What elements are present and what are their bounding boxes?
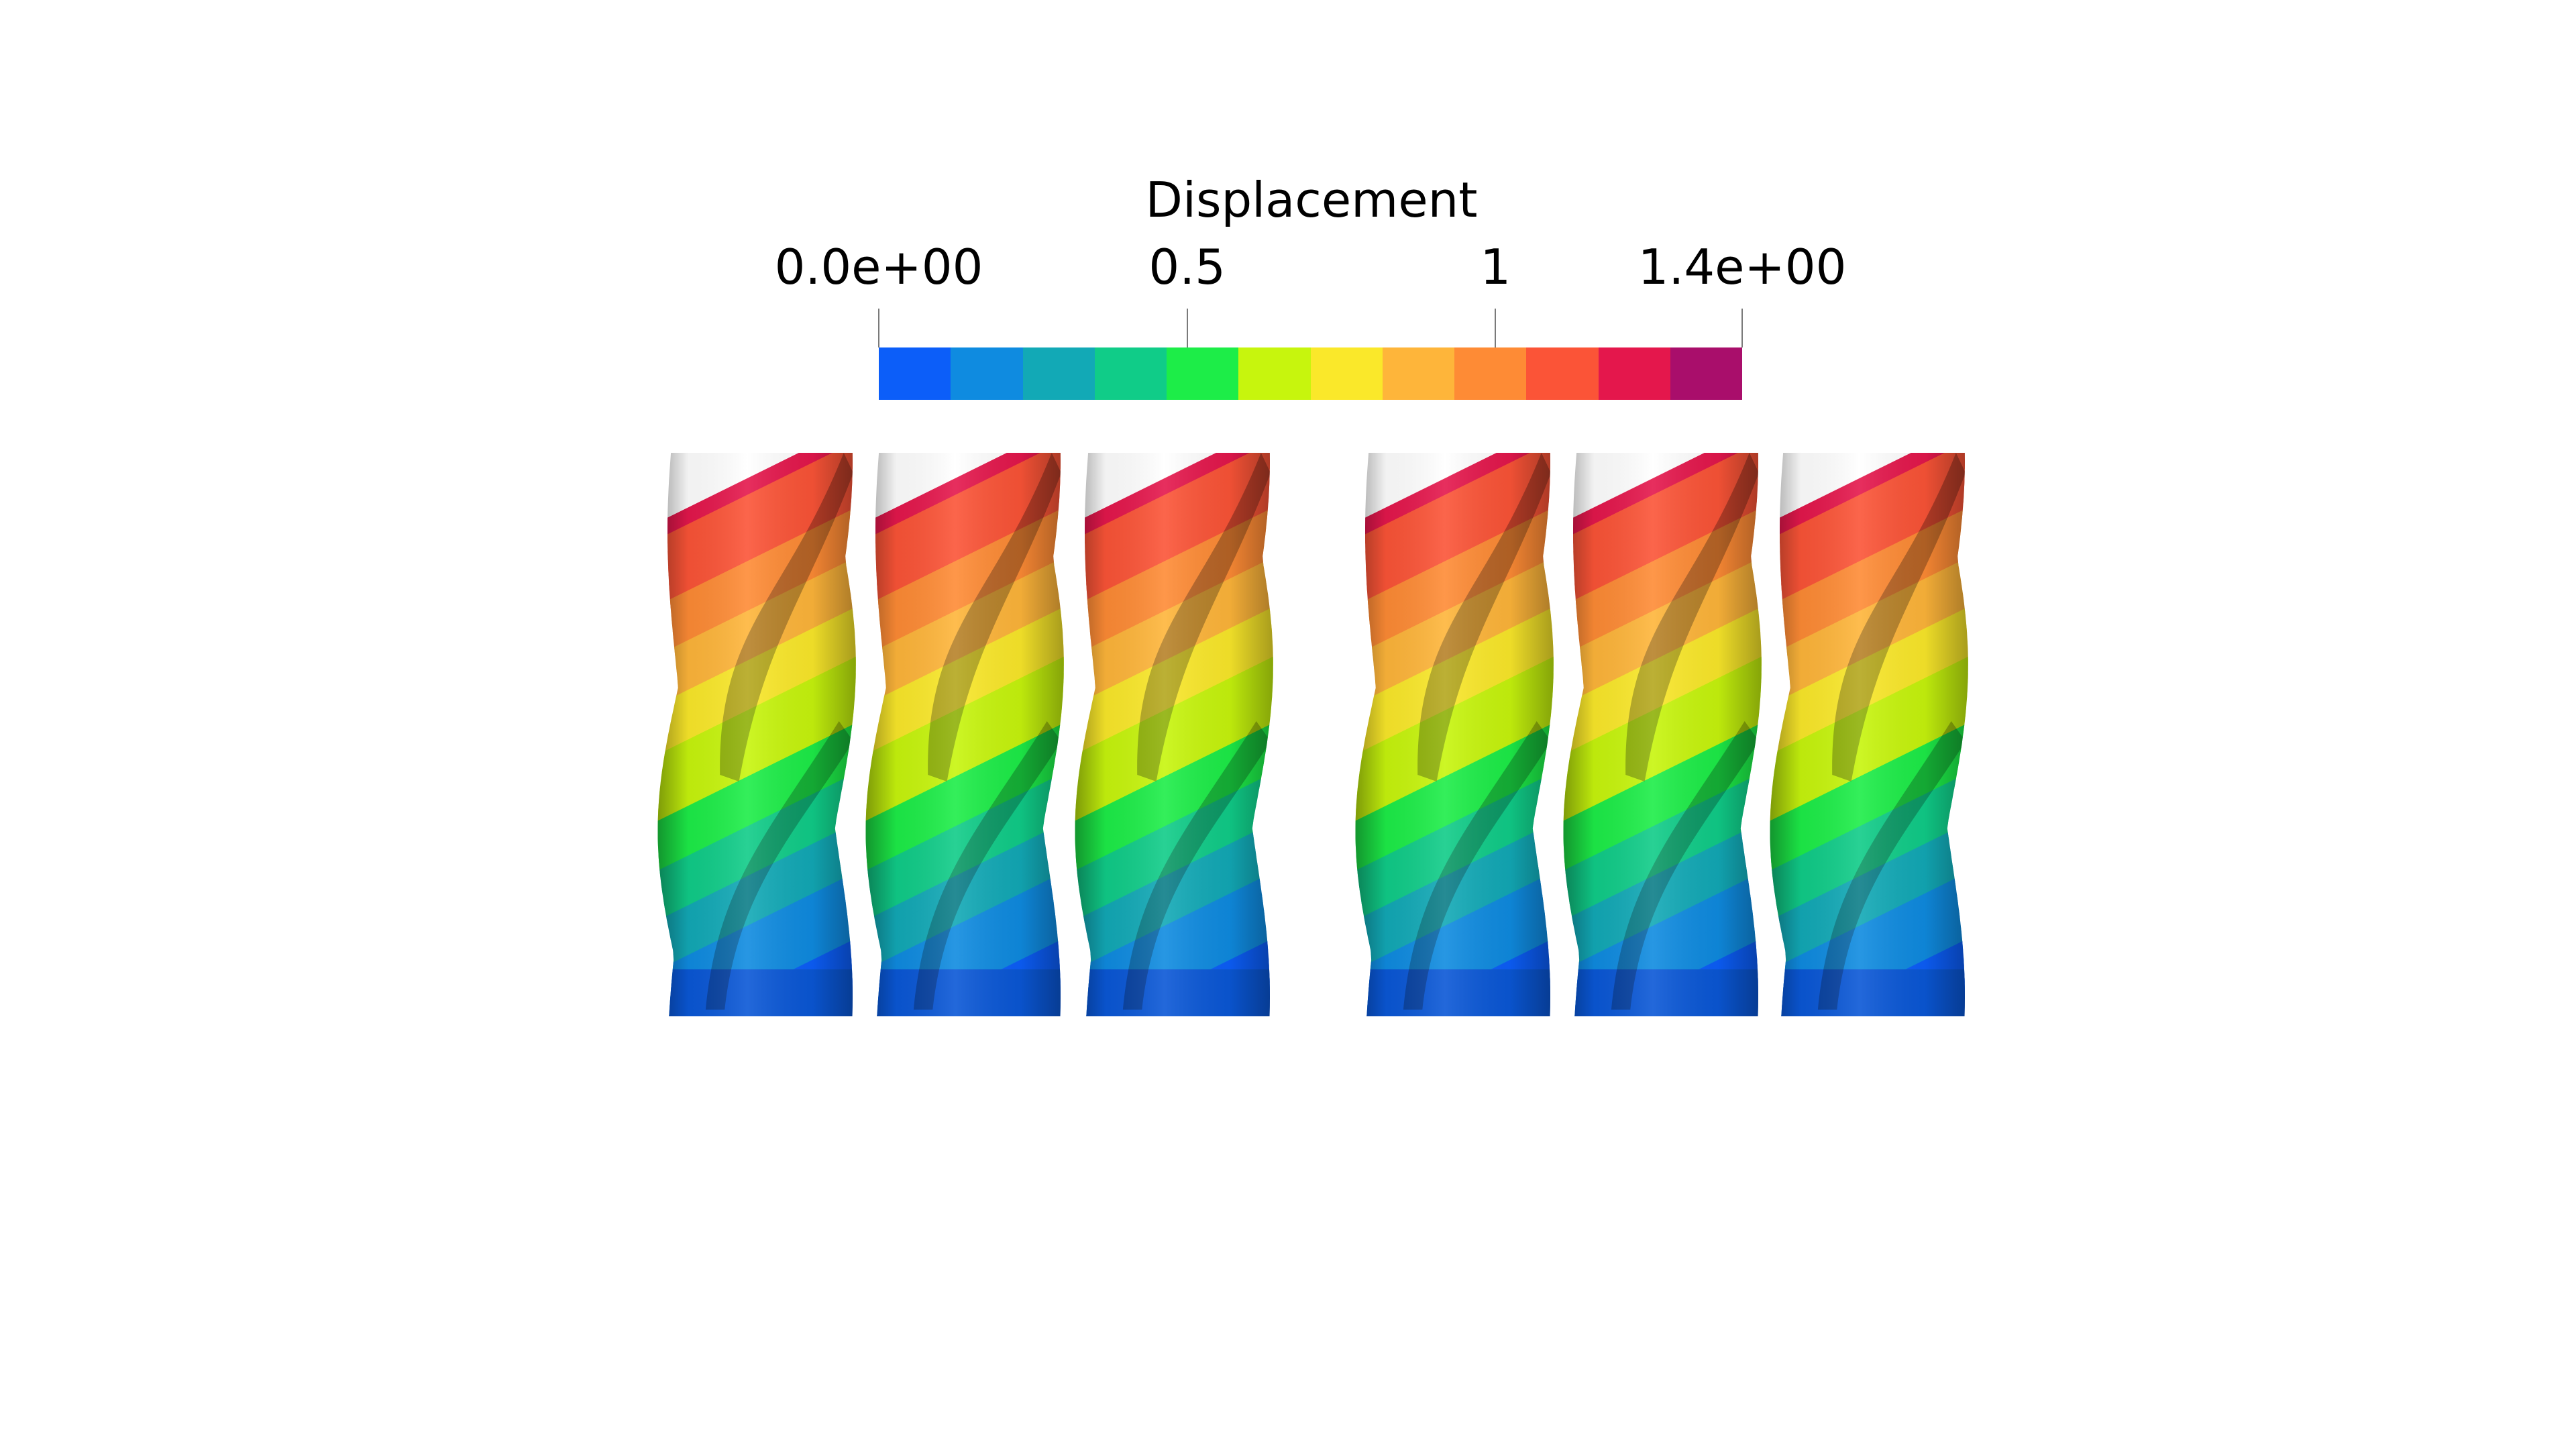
legend-swatch-9 — [1526, 347, 1599, 400]
legend-swatch-4 — [1167, 347, 1239, 400]
tick-label-mid-low: 0.5 — [1148, 239, 1226, 295]
tick-label-max: 1.4e+00 — [1638, 239, 1847, 295]
legend-swatch-5 — [1238, 347, 1311, 400]
tick-label-min: 0.0e+00 — [774, 239, 983, 295]
legend-swatch-11 — [1670, 347, 1742, 400]
legend-title: Displacement — [1145, 172, 1478, 228]
legend-swatch-0 — [879, 347, 951, 400]
tick-label-mid-high: 1 — [1480, 239, 1511, 295]
legend-swatch-7 — [1382, 347, 1454, 400]
tick-mark-max — [1741, 309, 1743, 347]
legend-swatch-8 — [1454, 347, 1527, 400]
tick-mark-min — [878, 309, 879, 347]
twisted-column-6 — [1770, 453, 1968, 1016]
twisted-column-3 — [1075, 453, 1273, 1016]
legend-swatch-6 — [1310, 347, 1383, 400]
legend-swatch-3 — [1094, 347, 1167, 400]
twisted-column-1 — [657, 453, 856, 1016]
legend-swatch-10 — [1598, 347, 1670, 400]
color-legend-bar — [879, 347, 1742, 400]
twisted-column-2 — [865, 453, 1064, 1016]
legend-swatch-2 — [1022, 347, 1095, 400]
twisted-column-4 — [1355, 453, 1554, 1016]
tick-mark-mid-low — [1186, 309, 1188, 347]
tick-mark-mid-high — [1495, 309, 1497, 347]
twisted-column-5 — [1563, 453, 1762, 1016]
legend-swatch-1 — [951, 347, 1023, 400]
